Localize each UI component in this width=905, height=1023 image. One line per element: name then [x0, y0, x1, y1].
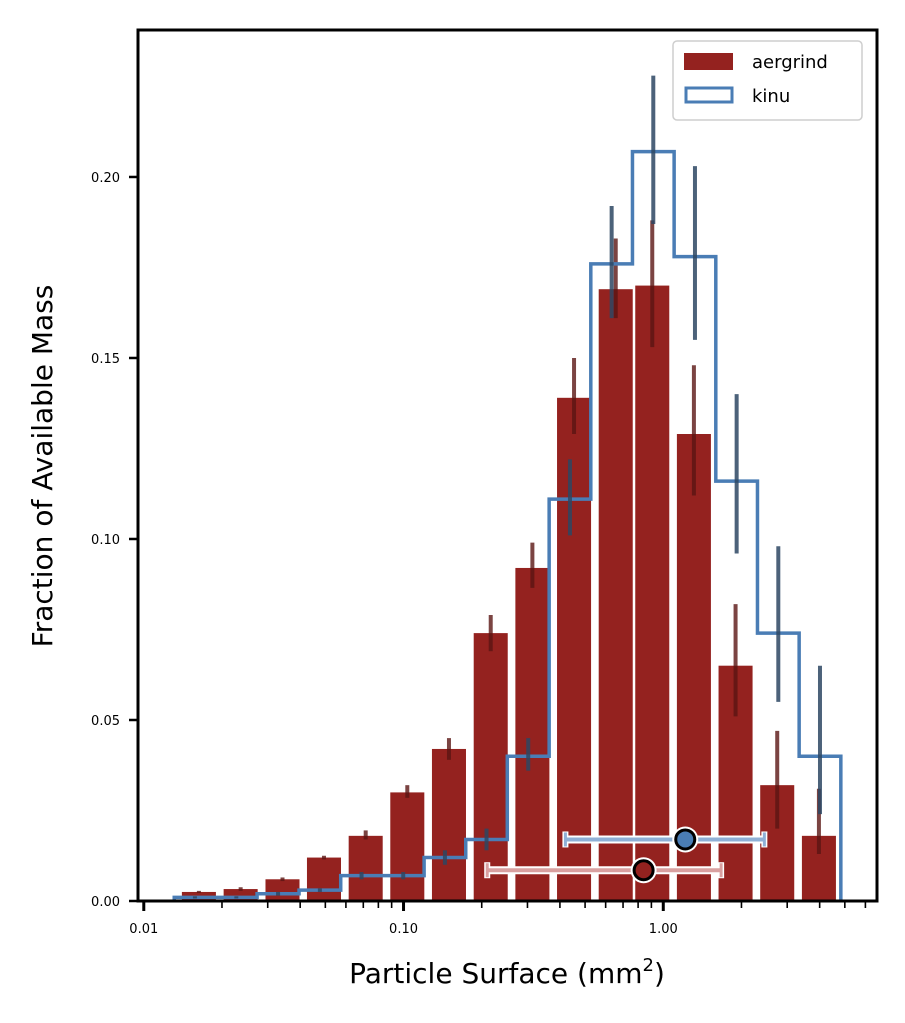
legend-aergrind-swatch [684, 53, 733, 70]
summary-markers [484, 826, 768, 884]
x-tick-label: 1.00 [649, 922, 678, 937]
legend-aergrind-label: aergrind [752, 52, 828, 73]
x-tick-label: 0.10 [389, 922, 418, 937]
aergrind-bar [598, 289, 633, 901]
aergrind-bars [181, 285, 836, 902]
aergrind-bar [515, 567, 550, 901]
x-ticks: 0.01 0.10 1.00 [129, 901, 867, 937]
y-tick-label: 0.05 [91, 714, 120, 729]
aergrind-bar [557, 397, 592, 901]
y-axis-label: Fraction of Available Mass [26, 285, 59, 648]
aergrind-bar [473, 633, 508, 901]
aergrind-summary-marker [632, 859, 655, 882]
kinu-summary-marker [674, 828, 697, 851]
aergrind-bar [265, 879, 300, 901]
aergrind-bar [676, 434, 711, 901]
aergrind-error-bars [196, 220, 821, 894]
legend: aergrind kinu [672, 40, 863, 121]
y-tick-label: 0.10 [91, 533, 120, 548]
y-ticks: 0.00 0.05 0.10 0.15 0.20 [91, 171, 138, 910]
axes-frame [136, 28, 879, 903]
aergrind-bar [223, 889, 258, 901]
aergrind-bar [431, 748, 466, 901]
legend-kinu-swatch [684, 86, 734, 104]
y-tick-label: 0.00 [91, 895, 120, 910]
y-tick-label: 0.20 [91, 171, 120, 186]
kinu-error-bars [192, 75, 822, 899]
x-tick-label: 0.01 [129, 922, 158, 937]
aergrind-bar [390, 792, 425, 901]
aergrind-bar [306, 857, 341, 901]
aergrind-bar [348, 835, 383, 901]
y-tick-label: 0.15 [91, 352, 120, 367]
legend-kinu-label: kinu [752, 86, 790, 107]
aergrind-bar [635, 285, 670, 902]
x-axis-label: Particle Surface (mm2) [349, 955, 665, 990]
